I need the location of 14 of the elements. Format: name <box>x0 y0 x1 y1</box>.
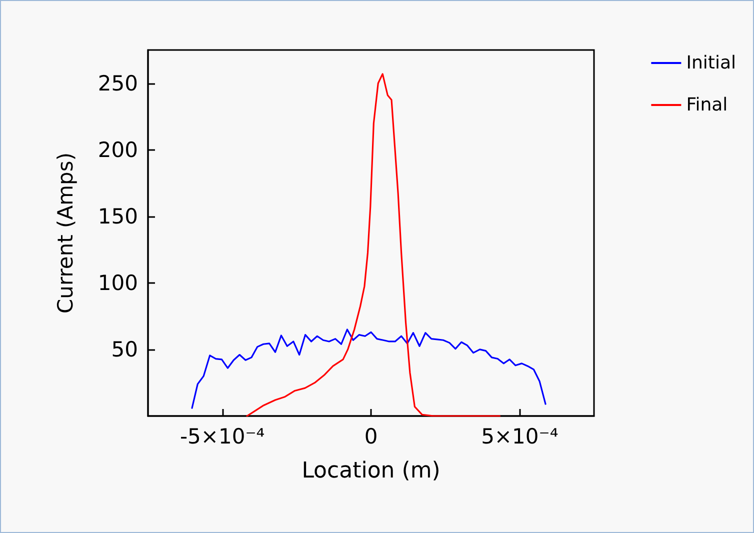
legend-label: Final <box>686 94 728 116</box>
x-tick-label: -5×10⁻⁴ <box>180 424 265 448</box>
y-tick-label: 50 <box>111 337 138 362</box>
y-axis-title: Current (Amps) <box>54 152 78 314</box>
legend-label: Initial <box>686 52 736 74</box>
y-tick-label: 250 <box>98 71 138 96</box>
y-tick-label: 200 <box>98 138 138 162</box>
x-tick-label: 5×10⁻⁴ <box>481 424 558 448</box>
line-series <box>191 328 546 409</box>
y-tick-label: 150 <box>98 204 138 228</box>
y-tick-label: 100 <box>98 270 138 295</box>
line-series <box>246 73 501 417</box>
x-tick-label: 0 <box>364 424 378 448</box>
x-axis-title: Location (m) <box>302 458 440 484</box>
